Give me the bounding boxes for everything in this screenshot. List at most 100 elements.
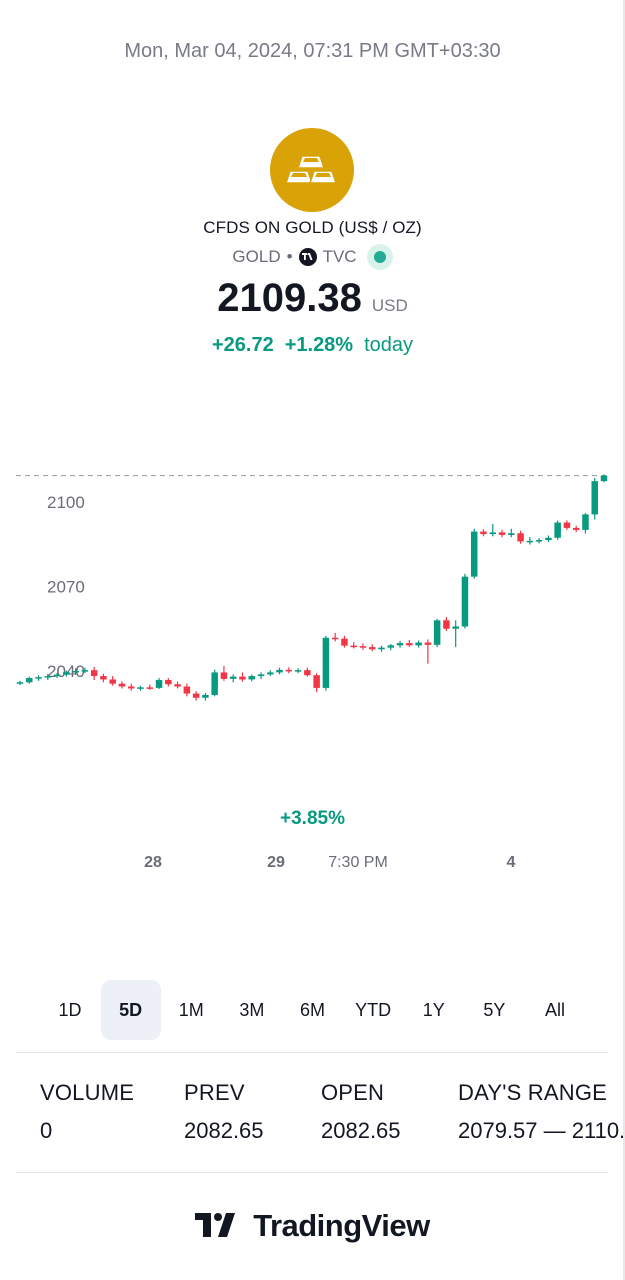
symbol-subline: GOLD • TVC (0, 244, 625, 270)
candle (155, 678, 163, 690)
range-5d[interactable]: 5D (100, 980, 161, 1040)
price-row: 2109.38 USD (0, 276, 625, 321)
candle (378, 645, 385, 652)
stat-prev: PREV 2082.65 (184, 1080, 264, 1144)
candle (248, 674, 255, 682)
stat-label: VOLUME (40, 1080, 135, 1105)
candle (396, 640, 404, 648)
candle (211, 669, 218, 697)
separator-dot: • (286, 247, 293, 266)
footer-brand[interactable]: TradingView (0, 1208, 625, 1244)
stat-value: 2079.57 — 2110.28 (458, 1118, 625, 1143)
candle (554, 520, 561, 540)
candle (81, 667, 89, 674)
candle (109, 676, 116, 686)
range-5y[interactable]: 5Y (483, 999, 506, 1020)
ticker-label: GOLD (232, 247, 281, 266)
candle (313, 673, 320, 693)
change-row: +26.72 +1.28% today (0, 334, 625, 357)
market-status-icon (366, 244, 393, 270)
candle (406, 640, 413, 647)
currency-label: USD (371, 296, 408, 315)
candle (229, 674, 237, 683)
stat-open: OPEN 2082.65 (321, 1080, 401, 1144)
candle (16, 680, 24, 686)
stat-value: 0 (40, 1118, 53, 1143)
range-1m[interactable]: 1M (178, 999, 204, 1020)
candle (461, 573, 469, 629)
last-price: 2109.38 (217, 276, 362, 320)
candle (545, 535, 552, 542)
candle (322, 635, 330, 691)
scrollbar[interactable] (623, 0, 625, 1280)
x-tick-label: 28 (144, 854, 162, 871)
candle (508, 528, 515, 538)
x-tick-label: 4 (506, 854, 516, 871)
stat-label: OPEN (321, 1080, 385, 1105)
candle (331, 632, 339, 642)
candle (424, 639, 432, 664)
candle (174, 681, 181, 689)
candle (582, 512, 589, 534)
candle (600, 474, 608, 483)
candle (341, 635, 348, 648)
candle (276, 667, 283, 675)
tradingview-logo-icon (195, 1213, 236, 1237)
candle (44, 673, 52, 681)
candle (563, 520, 571, 530)
range-6m[interactable]: 6M (299, 999, 325, 1020)
candle (72, 668, 79, 675)
stat-value: 2082.65 (321, 1118, 401, 1143)
change-period: today (364, 334, 414, 356)
candle (35, 675, 42, 681)
candle (26, 676, 33, 684)
candle (100, 673, 107, 683)
price-change: +26.72 (211, 334, 274, 356)
range-all[interactable]: All (544, 999, 565, 1020)
candle (480, 529, 487, 537)
candle (294, 668, 302, 674)
candle (470, 528, 478, 579)
candle (304, 667, 311, 677)
candle (526, 537, 534, 545)
symbol-title: CFDS ON GOLD (US$ / OZ) (203, 218, 422, 237)
candle (118, 681, 126, 689)
candle (415, 640, 422, 648)
candle (63, 670, 70, 677)
candle (146, 684, 154, 690)
candle (127, 683, 135, 691)
candle (137, 685, 144, 691)
candle (433, 618, 441, 648)
stats-row: VOLUME 0 PREV 2082.65 OPEN 2082.65 DAY'S… (0, 1080, 625, 1150)
range-1d[interactable]: 1D (58, 999, 82, 1020)
candle (591, 478, 598, 520)
period-change-percent: +3.85% (280, 808, 345, 829)
candle (202, 692, 209, 701)
x-tick-label: 29 (267, 854, 285, 871)
candle (535, 538, 543, 544)
stat-label: PREV (184, 1080, 245, 1105)
stat-label: DAY'S RANGE (458, 1080, 608, 1105)
candle (285, 667, 293, 674)
candle (498, 529, 506, 538)
exchange-label: TVC (322, 247, 357, 266)
candle (387, 643, 395, 651)
candle (165, 678, 172, 687)
candle (350, 642, 357, 649)
candle (369, 644, 376, 652)
time-range-selector: 1D 5D 1M 3M 6M YTD 1Y 5Y All (40, 980, 585, 1040)
price-change-percent: +1.28% (284, 334, 354, 356)
stat-volume: VOLUME 0 (40, 1080, 134, 1144)
candle (359, 643, 367, 650)
y-tick-label: 2100 (47, 493, 85, 512)
candle (239, 672, 246, 682)
range-ytd[interactable]: YTD (355, 999, 392, 1020)
range-1y[interactable]: 1Y (422, 999, 445, 1020)
candle (53, 672, 61, 679)
stat-value: 2082.65 (184, 1118, 264, 1143)
candle (267, 670, 274, 677)
tvc-icon (298, 248, 317, 266)
range-3m[interactable]: 3M (239, 999, 265, 1020)
candle (443, 616, 450, 632)
